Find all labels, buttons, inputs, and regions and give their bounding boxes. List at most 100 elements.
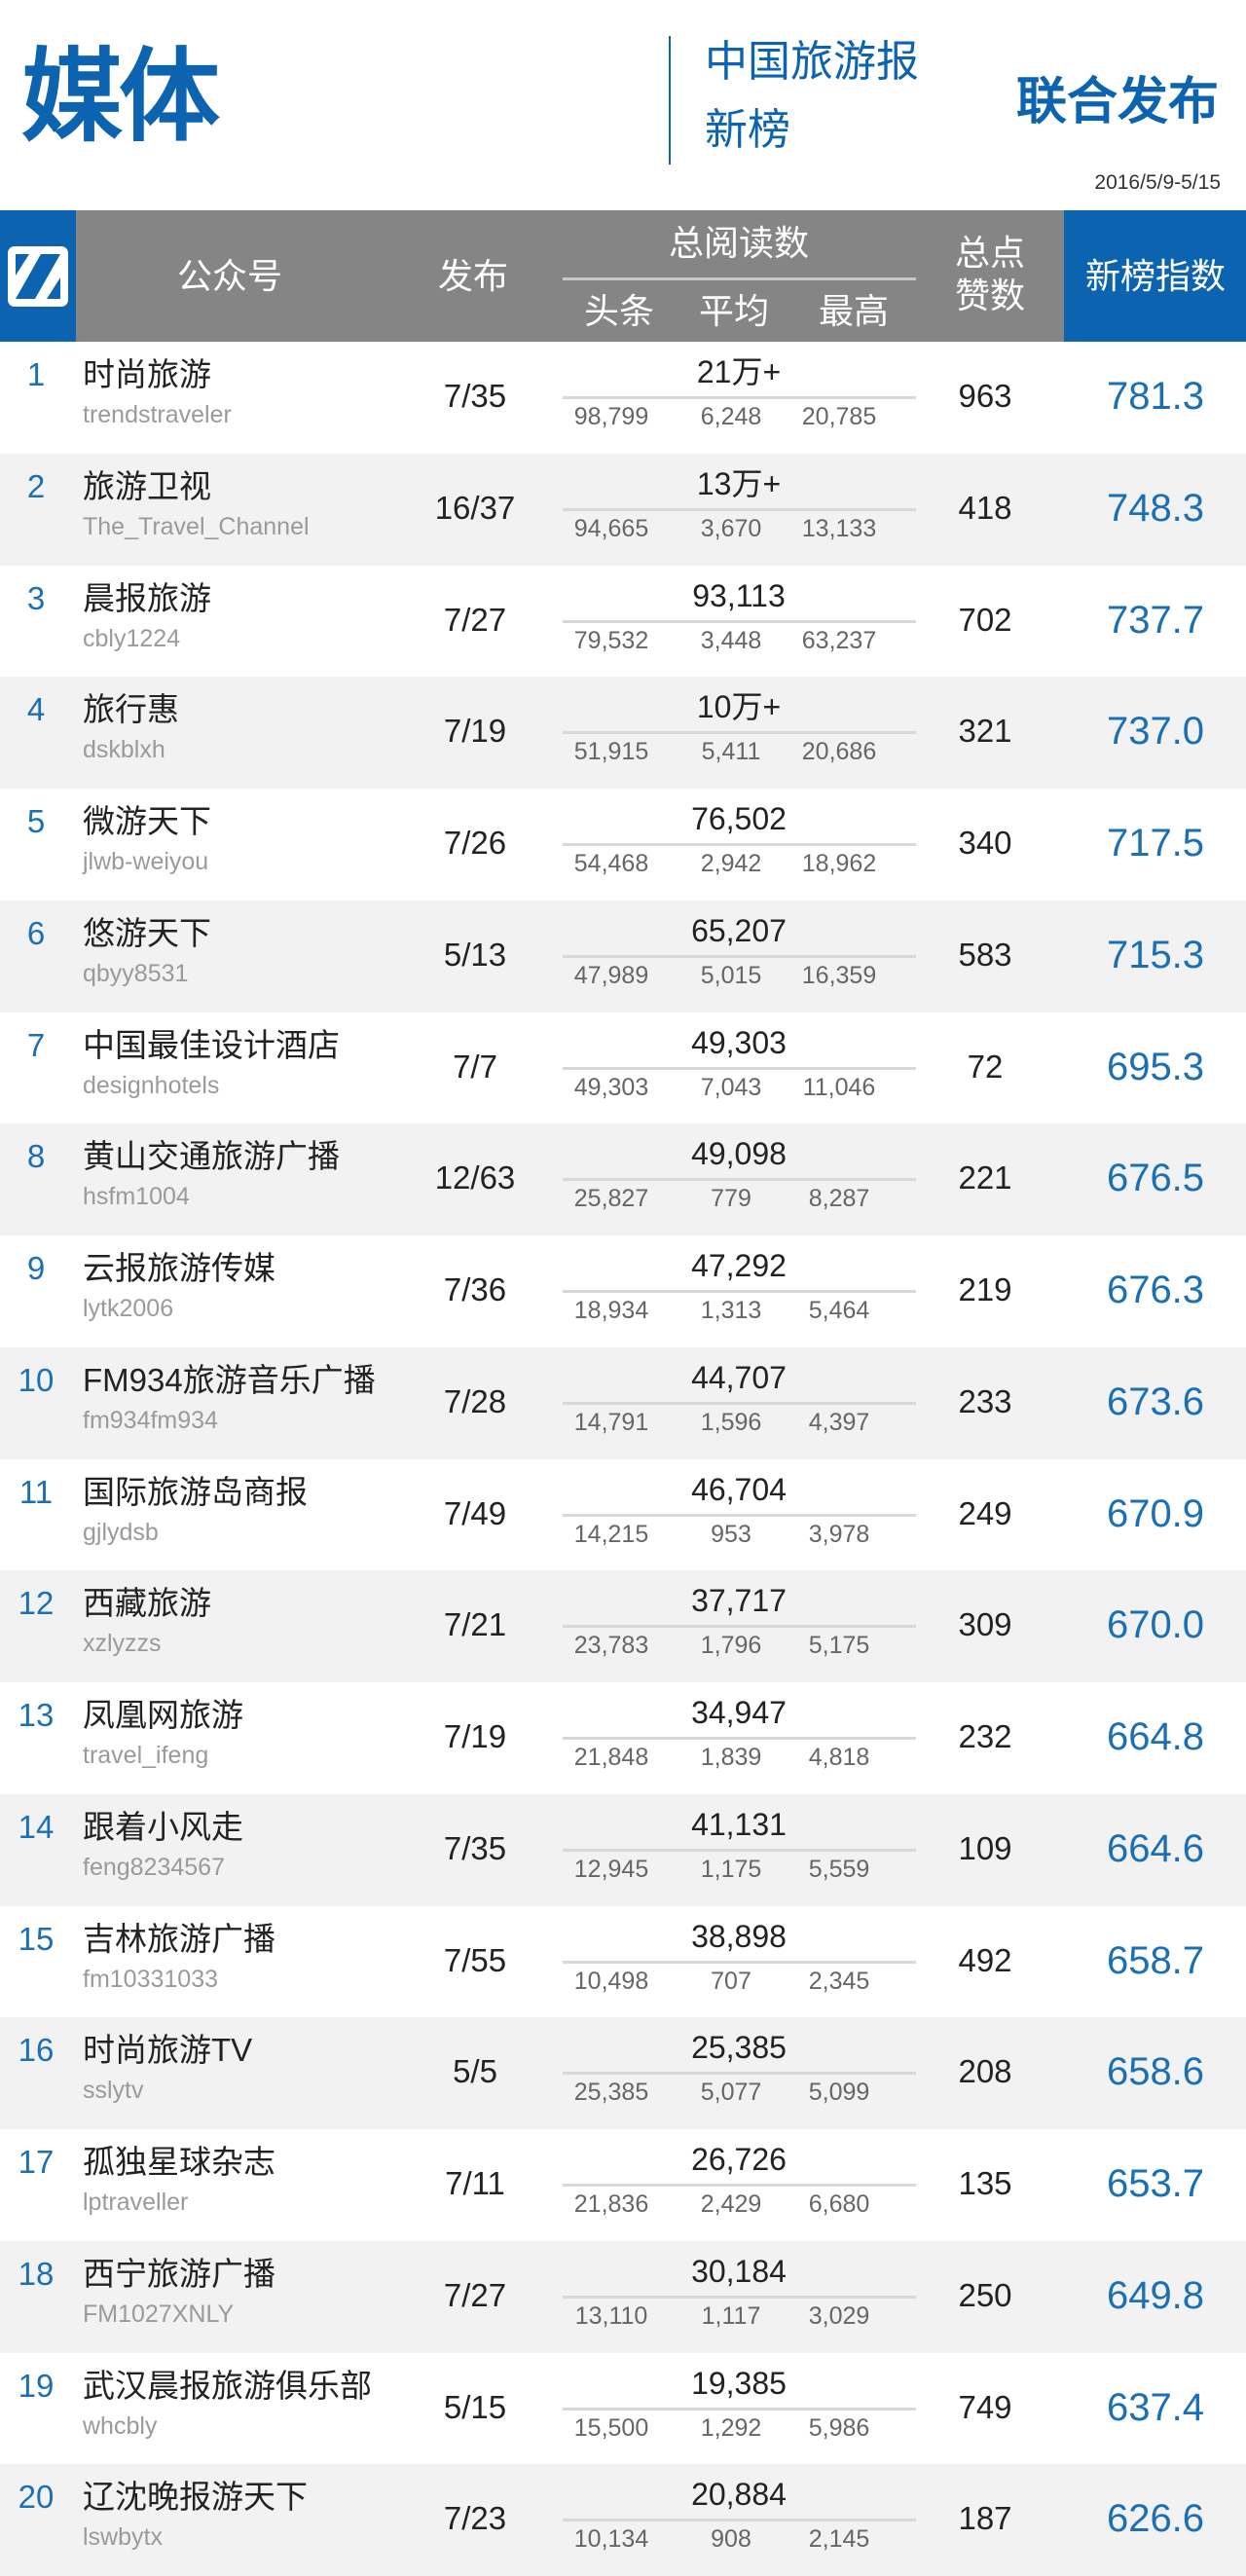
reads-divider <box>563 1625 916 1629</box>
total-reads: 30,184 <box>691 2253 787 2289</box>
newrank-index: 653.7 <box>1106 2162 1205 2205</box>
posts-count: 7/23 <box>443 2500 507 2537</box>
average-reads: 5,411 <box>701 738 761 766</box>
reads-divider <box>563 2519 916 2522</box>
posts-count: 7/35 <box>443 378 507 414</box>
table-header: 公众号 发布 总阅读数 头条 平均 最高 总点 赞数 新榜指数 <box>0 210 1246 342</box>
table-row: 19 武汉晨报旅游俱乐部 whcbly 5/15 19,385 15,500 1,292 5,… <box>0 2353 1246 2465</box>
table-row: 5 微游天下 jlwb-weiyou 7/26 76,502 54,468 2,942 18,… <box>0 789 1246 901</box>
total-reads: 46,704 <box>691 1471 787 1507</box>
publisher-name-2: 新榜 <box>705 106 790 154</box>
reads-divider <box>563 1066 916 1070</box>
headline-reads: 51,915 <box>573 738 649 766</box>
table-row: 7 中国最佳设计酒店 designhotels 7/7 49,303 49,303 7,04… <box>0 1012 1246 1124</box>
likes-count: 963 <box>958 378 1012 414</box>
headline-reads: 10,498 <box>573 1967 649 1995</box>
reads-divider <box>563 1960 916 1964</box>
posts-count: 7/19 <box>443 713 507 750</box>
newrank-index: 670.9 <box>1106 1491 1205 1535</box>
account-handle: trendstraveler <box>83 401 232 428</box>
likes-count: 135 <box>958 2165 1012 2201</box>
account-name: 辽沈晚报游天下 <box>83 2479 308 2516</box>
newrank-index: 781.3 <box>1106 375 1205 418</box>
likes-count: 221 <box>958 1159 1012 1196</box>
max-reads: 5,986 <box>808 2413 870 2442</box>
table-row: 4 旅行惠 dskblxh 7/19 10万+ 51,915 5,411 20,686 321 7… <box>0 677 1246 790</box>
total-reads: 26,726 <box>691 2142 787 2177</box>
newrank-index: 649.8 <box>1106 2273 1205 2317</box>
posts-count: 7/55 <box>443 1941 507 1978</box>
account-handle: sslytv <box>83 2077 144 2105</box>
headline-reads: 21,836 <box>573 2190 649 2218</box>
max-reads: 4,397 <box>808 1408 870 1436</box>
newrank-index: 658.6 <box>1106 2050 1205 2094</box>
total-reads: 49,098 <box>691 1136 787 1172</box>
average-reads: 1,313 <box>700 1297 762 1324</box>
reads-divider <box>563 2295 916 2299</box>
newrank-index: 737.0 <box>1106 710 1205 754</box>
account-handle: feng8234567 <box>83 1853 225 1881</box>
account-name: 时尚旅游 <box>83 356 211 392</box>
posts-count: 7/28 <box>443 1382 507 1419</box>
account-name: 晨报旅游 <box>83 579 211 616</box>
newrank-index: 670.0 <box>1106 1603 1205 1647</box>
newrank-index: 715.3 <box>1106 933 1205 976</box>
average-reads: 953 <box>711 1520 751 1548</box>
headline-reads: 79,532 <box>573 626 649 654</box>
account-handle: fm934fm934 <box>83 1406 218 1434</box>
rank-number: 6 <box>26 914 46 951</box>
posts-count: 5/13 <box>443 936 507 973</box>
max-reads: 13,133 <box>801 514 877 542</box>
max-reads: 5,099 <box>808 2079 870 2107</box>
rank-number: 10 <box>18 1361 55 1398</box>
account-handle: lptraveller <box>83 2189 189 2216</box>
column-header-total-reads: 总阅读数 <box>668 223 810 263</box>
average-reads: 707 <box>711 1967 751 1995</box>
headline-reads: 54,468 <box>573 850 649 877</box>
rank-number: 4 <box>26 691 46 728</box>
headline-reads: 23,783 <box>573 1632 649 1660</box>
rank-number: 14 <box>18 1808 55 1845</box>
account-handle: cbly1224 <box>83 624 181 652</box>
reads-divider <box>563 2184 916 2187</box>
max-reads: 20,785 <box>801 403 877 430</box>
average-reads: 5,077 <box>700 2079 762 2107</box>
likes-count: 492 <box>958 1941 1012 1978</box>
headline-reads: 49,303 <box>573 1073 649 1101</box>
average-reads: 779 <box>711 1185 751 1213</box>
likes-count: 583 <box>958 936 1012 973</box>
reads-divider <box>563 396 916 399</box>
headline-reads: 18,934 <box>573 1297 649 1324</box>
headline-reads: 14,215 <box>573 1520 649 1548</box>
max-reads: 63,237 <box>801 626 877 654</box>
newrank-index: 676.3 <box>1106 1269 1205 1311</box>
average-reads: 3,448 <box>700 626 762 654</box>
account-name: 黄山交通旅游广播 <box>83 1138 340 1175</box>
account-name: 云报旅游传媒 <box>83 1250 275 1286</box>
rank-number: 18 <box>18 2255 55 2292</box>
average-reads: 1,796 <box>700 1632 762 1660</box>
column-header-account: 公众号 <box>176 256 283 296</box>
likes-count: 187 <box>958 2500 1012 2537</box>
total-reads: 13万+ <box>696 465 782 501</box>
table-row: 9 云报旅游传媒 lytk2006 7/36 47,292 18,934 1,313 5,46… <box>0 1235 1246 1347</box>
account-name: FM934旅游音乐广播 <box>83 1361 376 1398</box>
max-reads: 2,345 <box>808 1967 870 1995</box>
headline-reads: 25,385 <box>573 2079 649 2107</box>
newrank-index: 695.3 <box>1106 1045 1205 1088</box>
page-title: 媒体 <box>21 41 220 154</box>
total-reads: 65,207 <box>691 912 787 948</box>
max-reads: 5,464 <box>808 1297 870 1324</box>
max-reads: 16,359 <box>801 961 877 989</box>
average-reads: 1,596 <box>700 1408 762 1436</box>
index-header-block <box>1064 210 1246 342</box>
table-row: 14 跟着小风走 feng8234567 7/35 41,131 12,945 1,175 5… <box>0 1793 1246 1906</box>
rank-number: 20 <box>18 2479 55 2516</box>
headline-reads: 94,665 <box>573 514 649 542</box>
total-reads: 34,947 <box>691 1695 787 1730</box>
likes-count: 219 <box>958 1271 1012 1307</box>
total-reads: 93,113 <box>692 577 786 613</box>
total-reads: 76,502 <box>691 801 787 836</box>
average-reads: 5,015 <box>700 961 762 989</box>
reads-divider <box>563 507 916 511</box>
